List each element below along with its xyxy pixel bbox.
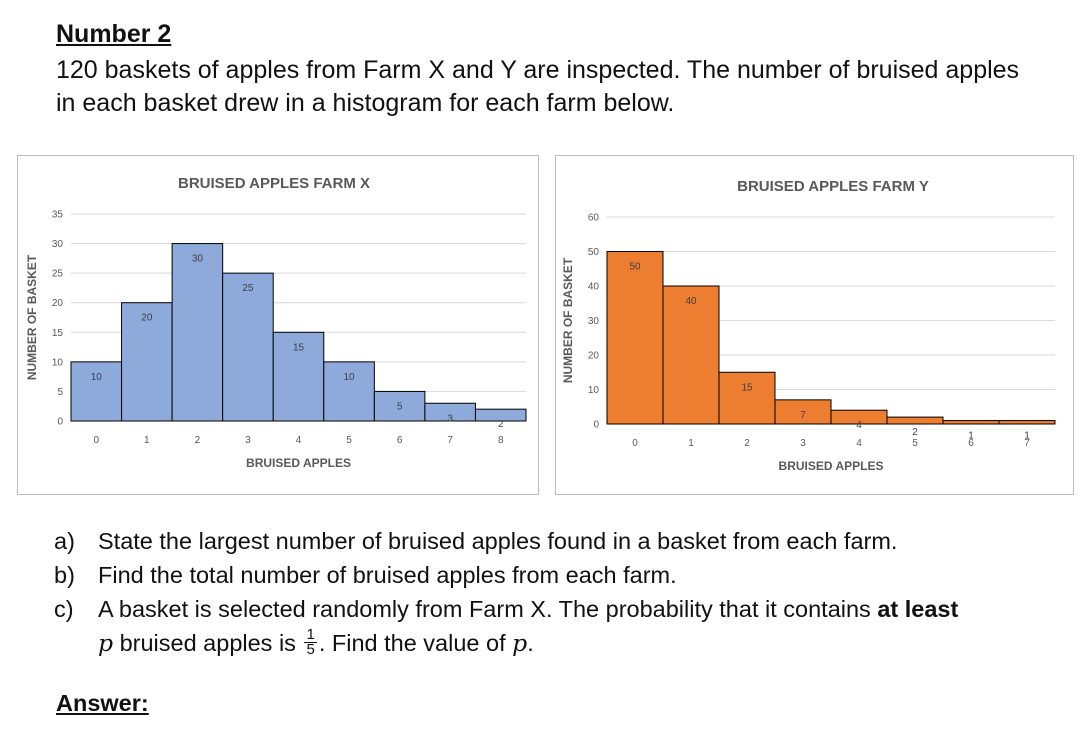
data-label: 25	[242, 283, 254, 294]
y-tick-label: 20	[588, 351, 600, 362]
part-c-text-end: . Find the value of	[318, 630, 513, 656]
data-label: 10	[343, 372, 355, 383]
fraction-numerator: 1	[304, 626, 317, 644]
question-parts: a) State the largest number of bruised a…	[54, 524, 1064, 660]
x-tick-label: 7	[447, 435, 453, 446]
x-tick-label: 2	[744, 438, 750, 449]
data-label: 3	[447, 413, 453, 424]
x-tick-label: 1	[144, 435, 150, 446]
data-label: 10	[91, 372, 103, 383]
x-tick-label: 3	[245, 435, 251, 446]
question-number: Number 2	[56, 20, 172, 48]
chart-title: BRUISED APPLES FARM Y	[737, 178, 929, 195]
question-part-c: c) A basket is selected randomly from Fa…	[54, 592, 1064, 626]
data-label: 30	[192, 254, 204, 265]
histogram-bar	[222, 272, 274, 422]
histogram-bar	[323, 361, 375, 422]
histogram-bar	[474, 408, 527, 422]
y-tick-label: 20	[52, 298, 64, 309]
y-tick-label: 35	[52, 210, 64, 221]
part-letter: c)	[54, 596, 74, 622]
histogram-farm-x: BRUISED APPLES FARM X 0 5 10 15 20 25 30 35 10 0 20…	[17, 155, 539, 495]
x-tick-label: 7	[1024, 438, 1030, 449]
data-label: 20	[141, 313, 153, 324]
answer-label: Answer:	[56, 690, 149, 716]
question-part-b: b) Find the total number of bruised appl…	[54, 558, 1064, 592]
part-c-text-mid: bruised apples is	[113, 630, 303, 656]
y-axis-label: NUMBER OF BASKET	[25, 254, 39, 380]
histogram-bar	[942, 420, 1000, 425]
question-part-a: a) State the largest number of bruised a…	[54, 524, 1064, 558]
y-tick-label: 5	[57, 387, 63, 398]
y-tick-label: 0	[593, 420, 599, 431]
data-label: 50	[629, 262, 641, 273]
x-axis-label: BRUISED APPLES	[246, 456, 351, 470]
histogram-bar	[272, 331, 325, 422]
y-tick-label: 25	[52, 269, 64, 280]
x-tick-label: 0	[93, 435, 99, 446]
data-label: 15	[741, 382, 753, 393]
part-text: A basket is selected randomly from Farm …	[98, 592, 1064, 626]
question-intro: 120 baskets of apples from Farm X and Y …	[56, 56, 1020, 117]
part-c-text-start: A basket is selected randomly from Farm …	[98, 596, 878, 622]
y-tick-label: 60	[588, 213, 600, 224]
histogram-bar	[774, 399, 832, 425]
x-tick-label: 3	[800, 438, 806, 449]
part-letter: b)	[54, 562, 75, 588]
data-label: 4	[856, 420, 862, 431]
y-tick-label: 30	[52, 239, 64, 250]
x-tick-label: 4	[856, 438, 862, 449]
chart-title: BRUISED APPLES FARM X	[178, 175, 370, 192]
histogram-farm-y-svg: BRUISED APPLES FARM Y 0 10 20 30 40 50 60 50 0 40 1…	[561, 178, 1056, 473]
histogram-bar	[998, 420, 1056, 425]
data-label: 15	[293, 342, 305, 353]
histogram-farm-y: BRUISED APPLES FARM Y 0 10 20 30 40 50 60 50 0 40 1…	[555, 155, 1074, 495]
variable-p: p	[98, 629, 114, 657]
part-c-end-punct: .	[527, 630, 534, 656]
y-tick-label: 40	[588, 282, 600, 293]
y-axis-label: NUMBER OF BASKET	[561, 257, 575, 383]
y-tick-label: 30	[588, 316, 600, 327]
part-text: Find the total number of bruised apples …	[98, 562, 677, 588]
x-axis-label: BRUISED APPLES	[779, 459, 884, 473]
histogram-bar	[886, 416, 944, 425]
histogram-bar	[70, 361, 123, 422]
variable-p-end: p	[512, 629, 528, 657]
data-label: 1	[968, 431, 974, 442]
y-tick-label: 0	[57, 417, 63, 428]
x-tick-label: 4	[296, 435, 302, 446]
y-tick-label: 10	[52, 357, 64, 368]
y-tick-label: 50	[588, 247, 600, 258]
x-tick-label: 5	[346, 435, 352, 446]
y-tick-label: 15	[52, 328, 64, 339]
data-label: 7	[800, 410, 806, 421]
x-tick-label: 6	[968, 438, 974, 449]
histogram-farm-x-svg: BRUISED APPLES FARM X0510152025303510020…	[25, 175, 527, 470]
x-tick-label: 1	[688, 438, 694, 449]
histogram-bar	[606, 251, 664, 425]
histogram-bar	[718, 371, 776, 425]
histogram-bar	[662, 285, 720, 425]
data-label: 1	[1024, 431, 1030, 442]
x-tick-label: 0	[632, 438, 638, 449]
x-tick-label: 6	[397, 435, 403, 446]
data-label: 2	[498, 419, 504, 430]
x-tick-label: 8	[498, 435, 504, 446]
part-letter: a)	[54, 528, 75, 554]
x-tick-label: 5	[912, 438, 918, 449]
part-c-bold-text: at least	[877, 596, 959, 622]
data-label: 2	[912, 427, 918, 438]
data-label: 5	[397, 401, 403, 412]
x-tick-label: 2	[195, 435, 201, 446]
histogram-bar	[171, 243, 224, 422]
data-label: 40	[685, 296, 697, 307]
y-tick-label: 10	[588, 385, 600, 396]
fraction-denominator: 5	[306, 641, 315, 659]
part-text: State the largest number of bruised appl…	[98, 528, 898, 554]
histogram-bar	[121, 302, 173, 422]
